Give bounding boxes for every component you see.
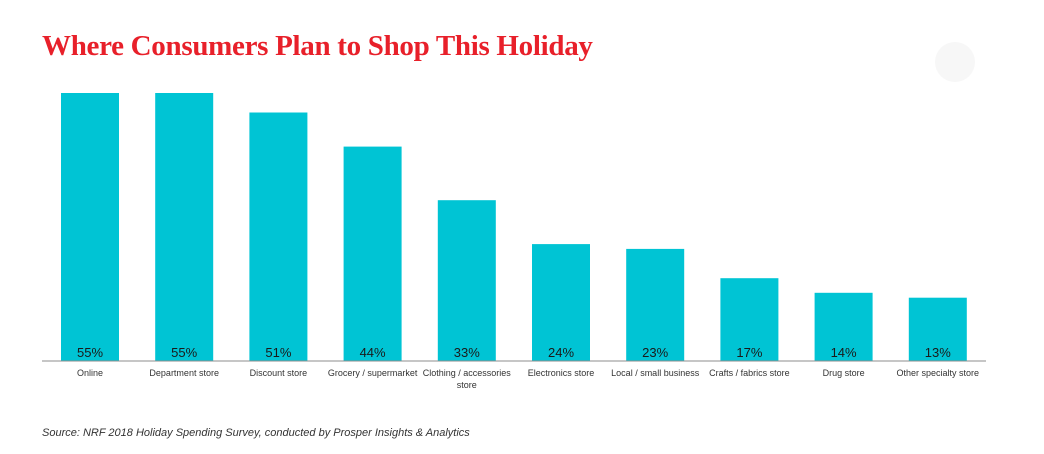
bar xyxy=(437,200,496,361)
x-tick-label: Clothing / accessories xyxy=(423,368,512,378)
bar-value-label: 14% xyxy=(831,345,857,360)
bar-value-label: 24% xyxy=(548,345,574,360)
x-tick-label: Other specialty store xyxy=(897,368,980,378)
labels-layer: 55% Online 55% Department store 51% Discount … xyxy=(77,345,979,390)
bar-value-label: 55% xyxy=(77,345,103,360)
decorative-circle-icon xyxy=(935,42,975,82)
x-tick-label: Department store xyxy=(149,368,219,378)
bar-value-label: 13% xyxy=(925,345,951,360)
x-tick-label: Electronics store xyxy=(528,368,595,378)
x-tick-label: Discount store xyxy=(250,368,308,378)
bar xyxy=(249,112,308,361)
chart-title: Where Consumers Plan to Shop This Holida… xyxy=(42,30,593,62)
bar xyxy=(908,297,967,361)
x-tick-label: Local / small business xyxy=(611,368,700,378)
bar xyxy=(343,146,402,361)
x-tick-label: Grocery / supermarket xyxy=(328,368,418,378)
x-tick-label: Online xyxy=(77,368,103,378)
bar-value-label: 44% xyxy=(360,345,386,360)
x-tick-label: Drug store xyxy=(823,368,865,378)
bar xyxy=(814,292,873,361)
source-note: Source: NRF 2018 Holiday Spending Survey… xyxy=(42,427,470,439)
bar xyxy=(532,244,590,361)
bar-value-label: 55% xyxy=(171,345,197,360)
bar xyxy=(720,278,779,361)
x-tick-label: store xyxy=(457,380,477,390)
bar-value-label: 33% xyxy=(454,345,480,360)
bars-layer xyxy=(61,93,967,361)
bar-value-label: 17% xyxy=(736,345,762,360)
bar xyxy=(155,93,214,361)
x-tick-label: Crafts / fabrics store xyxy=(709,368,790,378)
bar-value-label: 23% xyxy=(642,345,668,360)
bar xyxy=(61,93,119,361)
bar xyxy=(626,248,685,361)
bar-value-label: 51% xyxy=(265,345,291,360)
